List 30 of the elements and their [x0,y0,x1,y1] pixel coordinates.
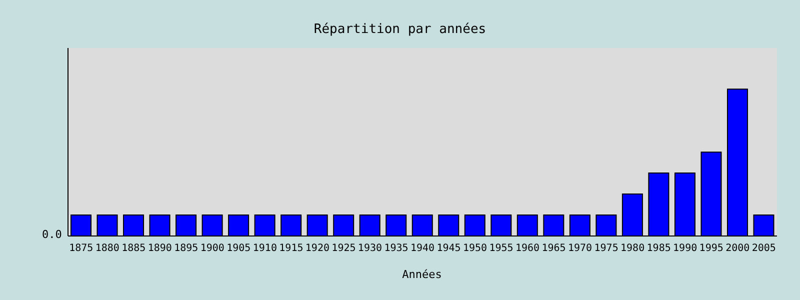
x-tick-label: 1945 [436,243,461,254]
x-tick-label: 1990 [673,243,698,254]
x-axis-title: Années [401,268,443,281]
x-tick-label: 1905 [226,243,251,254]
x-tick-label: 1980 [620,243,645,254]
x-tick-label: 1915 [279,243,304,254]
x-tick-label: 1955 [489,243,514,254]
x-tick-label: 1970 [568,243,592,254]
text: 0.0 [42,228,62,241]
chart-title: Répartition par années [312,22,488,37]
x-tick-label: 1900 [200,243,224,254]
x-tick-label: 2000 [726,243,750,254]
x-tick-label: 1940 [410,243,435,254]
x-tick-label: 1885 [122,243,146,254]
x-tick-label: 1950 [462,243,488,254]
x-tick-label: 1975 [594,243,618,254]
x-tick-label: 1895 [174,243,198,254]
x-tick-label: 2005 [752,243,776,254]
x-tick-label: 1920 [305,243,330,254]
x-tick-label: 1930 [358,243,382,254]
x-tick-label: 1890 [148,243,172,254]
x-tick-label: 1985 [646,243,671,254]
x-tick-label: 1875 [69,243,94,254]
x-tick-label: 1935 [384,243,408,254]
x-tick-label: 1925 [332,243,356,254]
x-tick-label: 1960 [515,243,540,254]
x-tick-label: 1965 [542,243,566,254]
x-tick-label: 1880 [95,243,120,254]
x-tick-label: 1910 [252,243,277,254]
x-tick-label: 1995 [699,243,724,254]
